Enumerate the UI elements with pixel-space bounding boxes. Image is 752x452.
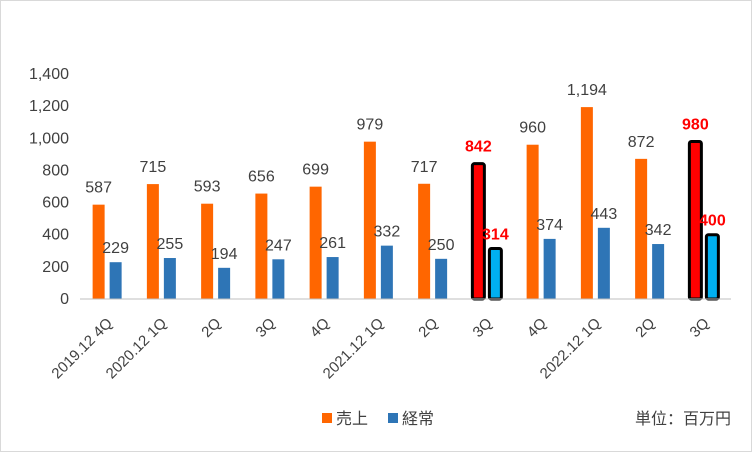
data-label-ordinary: 247 [265,237,292,254]
y-tick-label: 1,000 [29,130,69,147]
data-label-ordinary: 400 [699,213,726,230]
y-tick-label: 400 [42,227,69,244]
y-axis: 0 200 400 600 800 1,000 1,200 1,400 [29,66,69,308]
bar-sales [309,186,322,299]
bar-ordinary [326,257,339,299]
data-label-sales: 979 [357,117,384,134]
bar-ordinary [380,245,393,299]
y-tick-label: 800 [42,162,69,179]
legend: 売上 経常 [322,409,434,428]
data-label-ordinary: 332 [374,224,401,241]
bar-ordinary [652,244,665,299]
x-tick-label: 2Q [415,315,441,341]
bar-sales [201,203,214,299]
x-tick-label: 2Q [632,315,658,341]
data-label-ordinary: 255 [157,236,184,253]
data-label-ordinary: 342 [645,222,672,239]
bar-sales [92,204,105,299]
x-tick-label: 4Q [524,315,550,341]
y-tick-label: 600 [42,195,69,212]
legend-swatch-sales [322,413,332,423]
data-label-ordinary: 250 [428,237,455,254]
bar-ordinary [272,259,285,299]
data-label-ordinary: 443 [591,206,618,223]
data-label-ordinary: 229 [102,240,129,257]
x-tick-label: 2Q [198,315,224,341]
bar-sales [418,183,431,299]
y-tick-label: 1,400 [29,66,69,83]
data-label-sales: 593 [194,179,221,196]
y-tick-label: 0 [60,291,69,308]
x-tick-label: 3Q [253,315,279,341]
legend-swatch-ordinary [388,413,398,423]
legend-label-ordinary: 経常 [402,409,434,428]
data-label-sales: 960 [519,120,546,137]
data-label-sales: 587 [85,180,112,197]
x-tick-label: 4Q [307,315,333,341]
legend-label-sales: 売上 [336,409,368,428]
data-label-sales: 980 [682,117,709,134]
data-label-group: 587 229 715 255 593 194 656 247 699 261 979 332 717 2… [85,82,726,263]
data-label-sales: 872 [628,134,655,151]
bar-ordinary [435,258,448,299]
data-label-sales: 715 [140,159,167,176]
data-label-ordinary: 374 [536,217,563,234]
data-label-sales: 656 [248,169,275,186]
bar-ordinary [218,267,231,299]
bar-sales [635,158,648,299]
data-label-ordinary: 261 [319,235,346,252]
bar-group [92,107,720,301]
bar-sales [580,107,593,299]
data-label-ordinary: 314 [482,227,509,244]
y-tick-label: 200 [42,259,69,276]
bar-ordinary [109,262,122,299]
x-tick-label: 3Q [470,315,496,341]
data-label-sales: 1,194 [567,82,607,99]
data-label-sales: 717 [411,159,438,176]
bar-ordinary [163,258,176,299]
bar-ordinary [487,247,503,301]
bar-sales [526,144,539,299]
bar-sales [146,184,159,299]
data-label-sales: 842 [465,139,492,156]
x-tick-label: 3Q [687,315,713,341]
data-label-sales: 699 [302,162,329,179]
data-label-ordinary: 194 [211,246,238,263]
unit-note: 単位：百万円 [635,409,731,428]
bar-ordinary [704,233,720,301]
bar-ordinary [597,227,610,299]
bar-sales [363,141,376,299]
y-tick-label: 1,200 [29,98,69,115]
bar-sales [255,193,268,299]
bar-ordinary [543,238,556,299]
